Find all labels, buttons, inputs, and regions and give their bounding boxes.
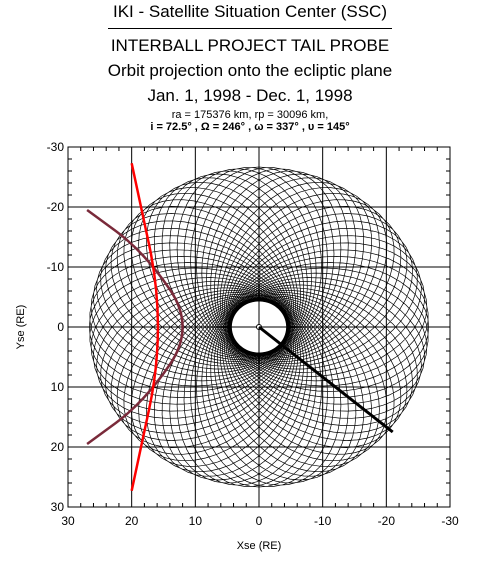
axis-ticks [68,147,450,507]
plot-frame [67,146,451,508]
x-tick-label: 0 [256,514,263,528]
x-tick-label: -20 [378,514,396,528]
orbit-params-line1: ra = 175376 km, rp = 30096 km, [171,109,329,121]
y-axis-label: Yse (RE) [15,305,27,350]
magnetopause-curve [86,208,184,446]
x-axis-label: Xse (RE) [237,540,282,552]
tick-labels: 30 20 10 0 -10 -20 -30 -30 -20 -10 0 10 20 30 [47,140,459,528]
orbit-params-line2: i = 72.5° , Ω = 246° , ω = 337° , υ = 14… [150,121,350,133]
final-orbit-segment [258,325,394,434]
y-tick-label: -20 [47,200,65,214]
x-tick-label: 30 [61,514,75,528]
x-tick-label: 10 [189,514,203,528]
header-title: IKI - Satellite Situation Center (SSC) [112,2,387,21]
x-tick-label: -10 [314,514,332,528]
boundary-curves [86,162,394,492]
header-project: INTERBALL PROJECT TAIL PROBE [110,36,390,55]
header-dates: Jan. 1, 1998 - Dec. 1, 1998 [147,86,353,105]
x-tick-label: -30 [441,514,459,528]
y-tick-label: 30 [51,500,65,514]
y-tick-label: -10 [47,260,65,274]
y-tick-label: 20 [51,440,65,454]
y-tick-label: -30 [47,140,65,154]
x-tick-label: 20 [125,514,139,528]
header-rule [108,28,392,29]
y-tick-label: 0 [57,320,64,334]
header-subtitle: Orbit projection onto the ecliptic plane [107,61,393,80]
bow-shock-curve [130,162,160,492]
y-tick-label: 10 [51,380,65,394]
